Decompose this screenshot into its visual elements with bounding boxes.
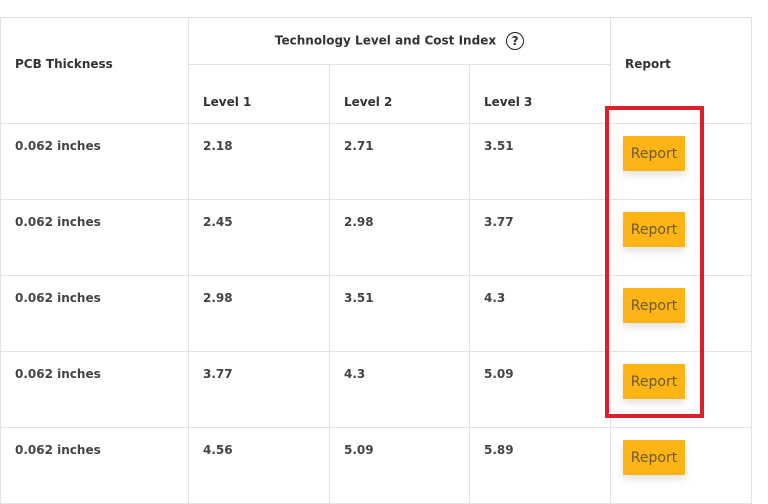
cell-l3: 4.3 — [469, 275, 611, 352]
header-report: Report — [610, 17, 752, 124]
cell-thickness: 0.062 inches — [0, 275, 189, 352]
table-row: 0.062 inches 4.56 5.09 5.89 Report — [0, 427, 752, 504]
header-pcb-thickness: PCB Thickness — [0, 17, 189, 124]
cell-l3: 3.77 — [469, 199, 611, 276]
cell-report: Report — [610, 275, 752, 352]
cell-l3: 3.51 — [469, 123, 611, 200]
table-row: 0.062 inches 2.18 2.71 3.51 Report — [0, 123, 752, 200]
header-level-2: Level 2 — [329, 64, 470, 124]
cell-l1: 3.77 — [188, 351, 330, 428]
report-button[interactable]: Report — [623, 440, 685, 475]
question-circle-icon[interactable]: ? — [506, 32, 525, 50]
cell-l2: 4.3 — [329, 351, 470, 428]
cell-thickness: 0.062 inches — [0, 199, 189, 276]
cell-l1: 2.98 — [188, 275, 330, 352]
table-row: 0.062 inches 2.98 3.51 4.3 Report — [0, 275, 752, 352]
cell-report: Report — [610, 351, 752, 428]
cell-l3: 5.89 — [469, 427, 611, 504]
cell-report: Report — [610, 427, 752, 504]
cell-l3: 5.09 — [469, 351, 611, 428]
cell-thickness: 0.062 inches — [0, 427, 189, 504]
cell-l1: 4.56 — [188, 427, 330, 504]
table-row: 0.062 inches 3.77 4.3 5.09 Report — [0, 351, 752, 428]
header-level-1: Level 1 — [188, 64, 330, 124]
report-button[interactable]: Report — [623, 288, 685, 323]
cell-thickness: 0.062 inches — [0, 351, 189, 428]
cost-index-table: PCB Thickness Technology Level and Cost … — [0, 17, 752, 504]
cell-l1: 2.45 — [188, 199, 330, 276]
cell-l2: 2.98 — [329, 199, 470, 276]
cell-report: Report — [610, 123, 752, 200]
report-button[interactable]: Report — [623, 364, 685, 399]
cell-l2: 2.71 — [329, 123, 470, 200]
report-button[interactable]: Report — [623, 212, 685, 247]
header-technology-level: Technology Level and Cost Index? — [188, 17, 611, 65]
table-row: 0.062 inches 2.45 2.98 3.77 Report — [0, 199, 752, 276]
cell-l1: 2.18 — [188, 123, 330, 200]
cell-l2: 5.09 — [329, 427, 470, 504]
cell-thickness: 0.062 inches — [0, 123, 189, 200]
cell-report: Report — [610, 199, 752, 276]
cell-l2: 3.51 — [329, 275, 470, 352]
report-button[interactable]: Report — [623, 136, 685, 171]
group-header-label: Technology Level and Cost Index — [274, 33, 497, 48]
header-level-3: Level 3 — [469, 64, 611, 124]
